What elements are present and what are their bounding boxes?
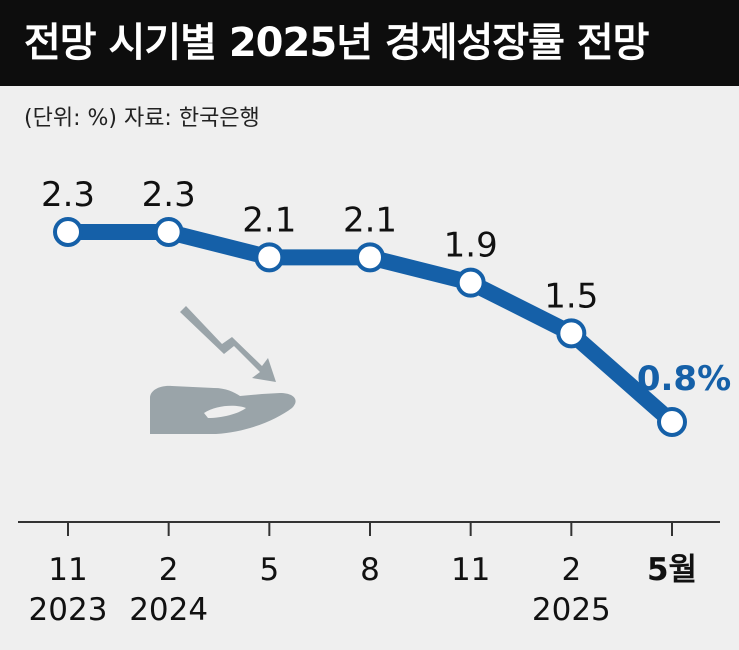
data-point <box>254 242 285 273</box>
x-tick-label-month: 2 <box>159 552 179 588</box>
data-label: 1.9 <box>444 226 498 266</box>
x-tick-label-month: 5월 <box>647 552 697 588</box>
x-tick-label-month: 5 <box>259 552 279 588</box>
data-label: 2.1 <box>242 200 296 240</box>
decline-hand-icon <box>150 306 296 434</box>
data-point <box>355 242 385 273</box>
data-point <box>53 217 83 247</box>
x-tick-label-month: 2 <box>561 552 581 588</box>
x-tick-label-month: 11 <box>451 552 490 588</box>
data-label: 0.8% <box>637 359 731 399</box>
data-point <box>556 318 587 349</box>
data-point <box>455 267 486 298</box>
data-point <box>153 217 184 247</box>
x-tick-label-year: 2024 <box>129 592 208 628</box>
data-label: 2.3 <box>142 175 196 215</box>
data-label: 2.1 <box>343 200 397 240</box>
data-point <box>657 407 687 437</box>
chart-title: 전망 시기별 2025년 경제성장률 전망 <box>24 20 649 66</box>
data-label: 2.3 <box>41 175 95 215</box>
x-tick-label-year: 2025 <box>532 592 611 628</box>
data-label: 1.5 <box>544 276 598 316</box>
unit-source-note: (단위: %) 자료: 한국은행 <box>24 106 260 131</box>
x-tick-label-month: 11 <box>48 552 87 588</box>
title-bar: 전망 시기별 2025년 경제성장률 전망 <box>0 0 739 86</box>
x-tick-label-month: 8 <box>360 552 380 588</box>
x-tick-label-year: 2023 <box>29 592 108 628</box>
